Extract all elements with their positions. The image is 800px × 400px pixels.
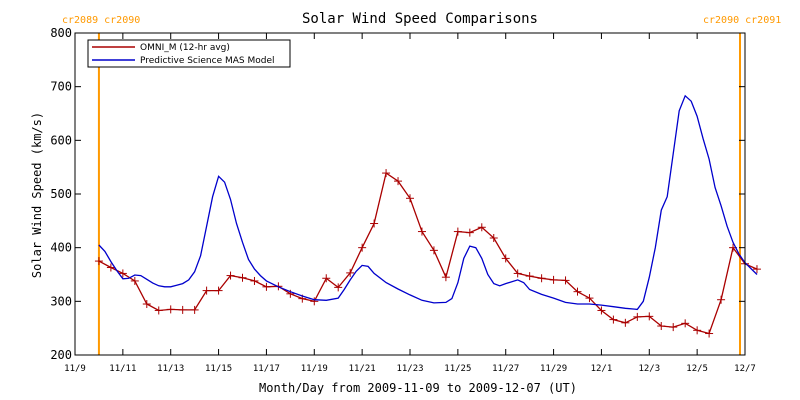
data-point-marker xyxy=(250,276,259,285)
data-point-marker xyxy=(489,234,498,243)
chart-title: Solar Wind Speed Comparisons xyxy=(302,11,538,27)
data-point-marker xyxy=(346,268,355,277)
x-axis-label: Month/Day from 2009-11-09 to 2009-12-07 … xyxy=(259,381,577,395)
data-point-marker xyxy=(549,275,558,284)
data-point-marker xyxy=(717,295,726,304)
data-point-marker xyxy=(633,312,642,321)
data-point-marker xyxy=(501,254,510,263)
y-tick-label: 200 xyxy=(50,348,72,362)
x-tick-label: 11/25 xyxy=(444,364,471,374)
x-axis-ticks: 11/9 11/11 11/13 11/15 11/17 11/19 11/21 11/23 1… xyxy=(64,33,756,374)
data-point-marker xyxy=(178,305,187,314)
y-tick-label: 300 xyxy=(50,294,72,308)
data-point-marker xyxy=(645,312,654,321)
data-point-marker xyxy=(585,294,594,303)
x-tick-label: 11/29 xyxy=(540,364,567,374)
legend-box xyxy=(87,39,291,68)
data-point-marker xyxy=(537,274,546,283)
data-point-marker xyxy=(370,219,379,228)
carrington-marker-label: cr2089 cr2090 xyxy=(62,15,140,26)
data-point-marker xyxy=(226,271,235,280)
y-tick-label: 500 xyxy=(50,187,72,201)
data-point-marker xyxy=(609,315,618,324)
data-point-marker xyxy=(561,276,570,285)
data-point-marker xyxy=(429,246,438,255)
x-tick-label: 12/7 xyxy=(734,364,756,374)
data-point-marker xyxy=(513,269,522,278)
data-point-marker xyxy=(106,263,115,272)
x-tick-label: 12/1 xyxy=(591,364,613,374)
data-point-marker xyxy=(262,282,271,291)
data-point-marker xyxy=(382,169,391,178)
carrington-marker-label: cr2090 cr2091 xyxy=(703,15,781,26)
data-point-marker xyxy=(681,319,690,328)
data-point-marker xyxy=(693,326,702,335)
y-tick-label: 700 xyxy=(50,80,72,94)
data-point-marker xyxy=(334,283,343,292)
x-tick-label: 12/5 xyxy=(686,364,708,374)
data-point-marker xyxy=(453,227,462,236)
data-point-marker xyxy=(669,323,678,332)
x-tick-label: 11/9 xyxy=(64,364,86,374)
x-tick-label: 12/3 xyxy=(638,364,660,374)
data-point-marker xyxy=(190,305,199,314)
x-tick-label: 11/17 xyxy=(253,364,280,374)
data-point-marker xyxy=(154,306,163,315)
data-point-marker xyxy=(477,223,486,232)
data-point-marker xyxy=(705,329,714,338)
y-tick-label: 800 xyxy=(50,26,72,40)
legend: OMNI_M (12-hr avg) Predictive Science MA… xyxy=(87,39,291,68)
x-tick-label: 11/15 xyxy=(205,364,232,374)
data-point-marker xyxy=(142,300,151,309)
data-point-marker xyxy=(130,276,139,285)
y-axis-label: Solar Wind Speed (km/s) xyxy=(30,112,44,278)
data-point-marker xyxy=(94,257,103,266)
x-tick-label: 11/21 xyxy=(349,364,376,374)
data-point-marker xyxy=(417,227,426,236)
y-tick-label: 600 xyxy=(50,133,72,147)
data-point-marker xyxy=(166,305,175,314)
data-point-marker xyxy=(310,297,319,306)
series-line-1 xyxy=(98,94,758,311)
y-tick-label: 400 xyxy=(50,241,72,255)
data-point-marker xyxy=(597,306,606,315)
data-point-marker xyxy=(214,286,223,295)
x-tick-label: 11/27 xyxy=(492,364,519,374)
data-point-marker xyxy=(202,286,211,295)
legend-label-omni: OMNI_M (12-hr avg) xyxy=(140,43,230,53)
data-point-marker xyxy=(621,318,630,327)
y-axis-ticks: 200 300 400 500 600 700 800 xyxy=(50,26,745,362)
x-tick-label: 11/19 xyxy=(301,364,328,374)
legend-label-mas: Predictive Science MAS Model xyxy=(140,56,275,66)
data-point-marker xyxy=(322,274,331,283)
x-tick-label: 11/11 xyxy=(109,364,136,374)
series-lines xyxy=(94,94,761,338)
data-point-marker xyxy=(752,265,761,274)
data-point-marker xyxy=(525,272,534,281)
data-point-marker xyxy=(441,273,450,282)
data-point-marker xyxy=(573,287,582,296)
data-point-marker xyxy=(465,228,474,237)
data-point-marker xyxy=(118,269,127,278)
data-point-marker xyxy=(238,273,247,282)
data-point-marker xyxy=(657,322,666,331)
data-point-marker xyxy=(358,243,367,252)
x-tick-label: 11/13 xyxy=(157,364,184,374)
data-point-marker xyxy=(394,177,403,186)
x-tick-label: 11/23 xyxy=(396,364,423,374)
data-point-marker xyxy=(406,194,414,203)
